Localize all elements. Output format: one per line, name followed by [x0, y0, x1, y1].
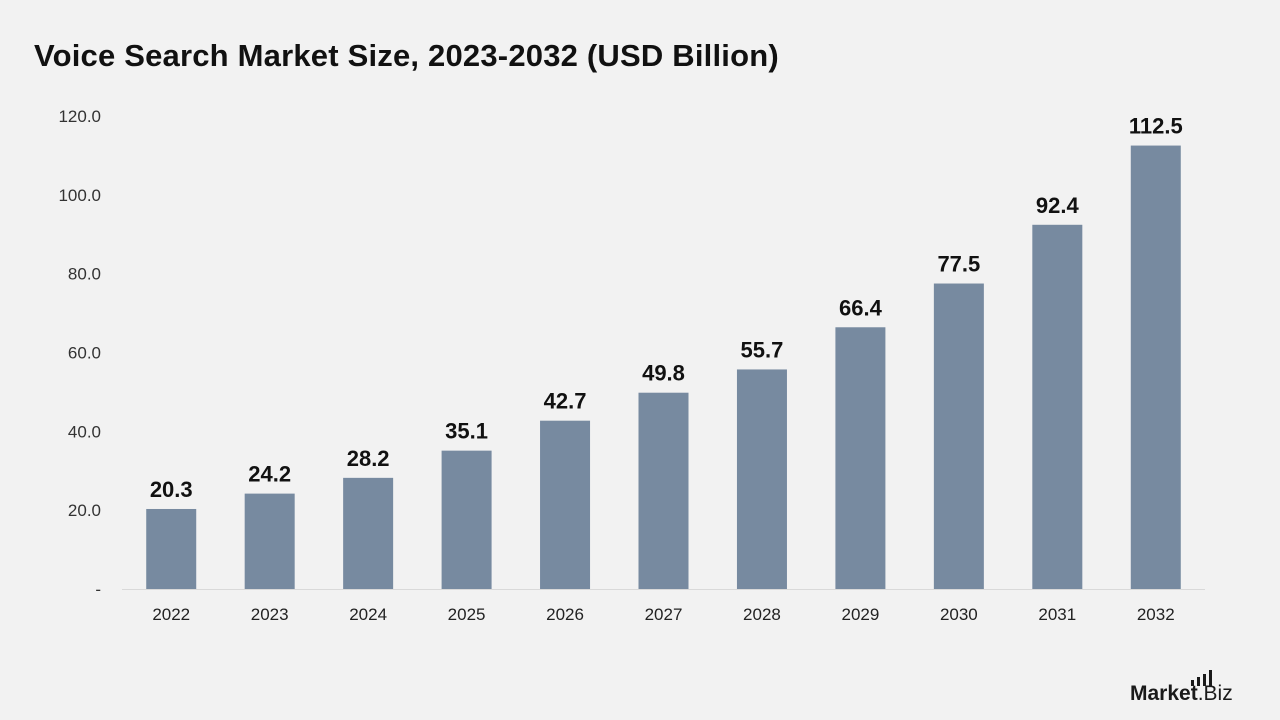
x-tick-label: 2022: [152, 605, 190, 624]
x-tick-label: 2025: [448, 605, 486, 624]
bar-value-label: 20.3: [150, 477, 193, 502]
chart-title: Voice Search Market Size, 2023-2032 (USD…: [34, 38, 779, 73]
bar: [638, 392, 689, 589]
bar-value-label: 92.4: [1036, 193, 1080, 218]
x-tick-label: 2028: [743, 605, 781, 624]
bar: [1032, 224, 1083, 590]
y-tick-label: 20.0: [68, 501, 101, 520]
x-tick-label: 2026: [546, 605, 584, 624]
bar: [1130, 145, 1181, 589]
y-tick-label: 80.0: [68, 265, 101, 284]
bar: [736, 369, 787, 589]
y-tick-label: -: [95, 580, 101, 599]
bar: [244, 493, 295, 589]
bar: [146, 508, 197, 589]
logo-bars-icon: [1191, 670, 1212, 686]
brand-name: Market: [1130, 682, 1198, 705]
bar: [933, 283, 984, 589]
brand-suffix: .Biz: [1197, 682, 1233, 705]
bar: [835, 327, 886, 589]
x-tick-label: 2032: [1137, 605, 1175, 624]
bar-value-label: 42.7: [544, 389, 587, 414]
y-tick-label: 60.0: [68, 344, 101, 363]
bar: [540, 420, 591, 589]
bar-value-label: 77.5: [937, 252, 980, 277]
bar-value-label: 24.2: [248, 462, 291, 487]
y-tick-label: 40.0: [68, 422, 101, 441]
bar-value-label: 55.7: [741, 337, 784, 362]
bar-value-label: 49.8: [642, 361, 685, 386]
bar-value-label: 112.5: [1129, 114, 1183, 139]
bar-value-label: 35.1: [445, 419, 488, 444]
x-tick-label: 2030: [940, 605, 978, 624]
x-tick-label: 2029: [841, 605, 879, 624]
brand-logo: Market .Biz: [1130, 670, 1233, 706]
x-tick-label: 2024: [349, 605, 387, 624]
bar: [441, 450, 492, 589]
x-tick-label: 2031: [1038, 605, 1076, 624]
bar-value-label: 28.2: [347, 446, 390, 471]
bar-value-label: 66.4: [839, 295, 883, 320]
bar: [343, 477, 394, 589]
x-tick-label: 2023: [251, 605, 289, 624]
y-tick-label: 100.0: [58, 186, 101, 205]
x-tick-label: 2027: [645, 605, 683, 624]
y-tick-label: 120.0: [58, 107, 101, 126]
